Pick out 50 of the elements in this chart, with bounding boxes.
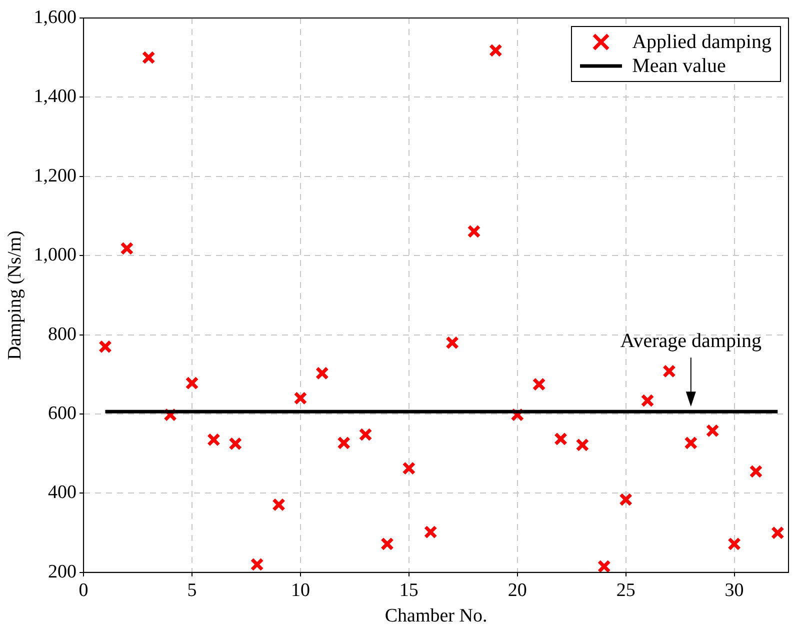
point [98,340,112,354]
y-tick-label: 600 [48,402,77,424]
point [337,436,351,450]
x-tick-label: 10 [290,580,310,601]
point [142,50,156,64]
x-tick-label: 5 [187,580,197,601]
point [640,394,654,408]
x-tick-label: 25 [616,580,636,601]
point [250,558,264,572]
point [576,438,590,452]
point [380,537,394,551]
point [294,391,308,405]
y-tick-label: 1,400 [34,86,77,108]
point [446,336,459,350]
point [206,433,220,446]
point [770,526,784,540]
point [597,560,611,572]
y-tick-label: 400 [48,482,77,504]
point [120,242,134,256]
x-tick-label: 30 [724,580,744,601]
point [488,44,502,58]
x-axis-title: Chamber No. [384,606,488,627]
point [728,537,741,551]
point [684,436,698,450]
x-tick-label: 15 [399,580,418,601]
point [228,437,242,450]
x-tick-label: 20 [508,580,527,601]
point [424,525,438,539]
y-tick-label: 200 [48,561,77,582]
y-tick-label: 800 [48,324,77,345]
point [619,492,633,506]
point [749,464,763,478]
point [554,432,568,446]
point [467,224,481,238]
legend-label: Applied damping [632,30,772,54]
point [315,366,329,380]
point [185,376,199,390]
x-tick-label: 0 [78,580,88,601]
y-axis-title: Damping (Ns/m) [4,230,26,360]
point [662,364,676,378]
annotation: Average damping [620,330,762,352]
y-tick-label: 1,200 [34,165,77,186]
point [402,462,416,475]
point [706,424,720,438]
point [358,428,372,442]
legend-label: Mean value [632,54,726,78]
point [272,498,286,512]
y-tick-label: 1,000 [34,244,77,266]
point [532,378,546,391]
y-tick-label: 1,600 [34,6,77,28]
